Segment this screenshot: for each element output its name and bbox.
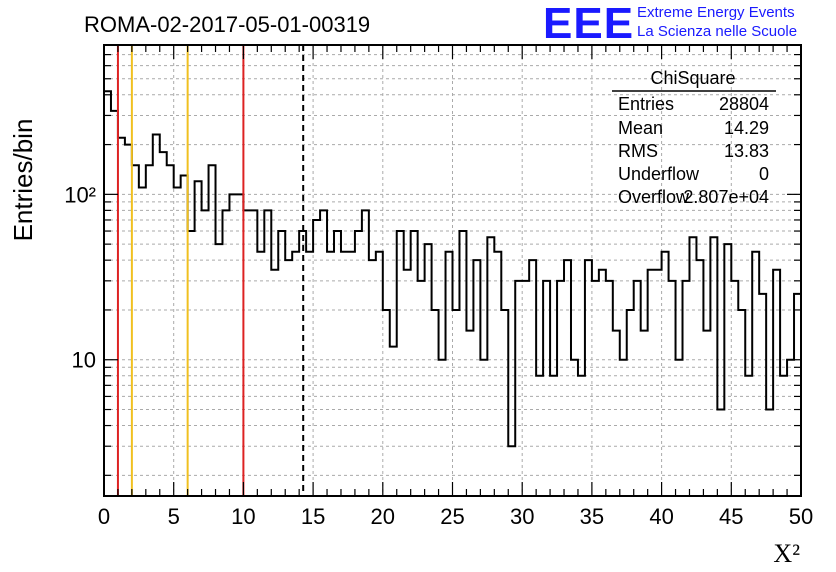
eee-logo: EEE — [543, 0, 635, 48]
y-axis-label: Entries/bin — [8, 119, 38, 242]
stats-overflow-value: 2.807e+04 — [683, 187, 769, 207]
x-tick-label: 40 — [649, 504, 673, 529]
stats-mean-value: 14.29 — [724, 118, 769, 138]
x-tick-label: 50 — [789, 504, 813, 529]
chart-title: ROMA-02-2017-05-01-00319 — [84, 12, 370, 37]
x-axis-label: X² — [773, 539, 800, 568]
y-tick-label: 10² — [64, 182, 96, 207]
stats-rms-label: RMS — [618, 141, 658, 161]
histogram-series — [104, 90, 801, 448]
logo-tagline-1: Extreme Energy Events — [637, 4, 795, 21]
stats-mean-label: Mean — [618, 118, 663, 138]
logo-tagline-2: La Scienza nelle Scuole — [637, 23, 798, 40]
x-tick-label: 5 — [168, 504, 180, 529]
x-tick-label: 35 — [580, 504, 604, 529]
stats-overflow-label: Overflow — [618, 187, 690, 207]
y-tick-label: 10 — [72, 348, 96, 373]
x-tick-label: 20 — [371, 504, 395, 529]
stats-entries-value: 28804 — [719, 94, 769, 114]
stats-rms-value: 13.83 — [724, 141, 769, 161]
stats-title: ChiSquare — [650, 68, 735, 88]
x-tick-label: 10 — [231, 504, 255, 529]
x-tick-label: 15 — [301, 504, 325, 529]
stats-entries-label: Entries — [618, 94, 674, 114]
x-tick-label: 30 — [510, 504, 534, 529]
plot-area: 0 5 10 15 20 25 30 35 40 45 50 10 10² — [64, 44, 813, 529]
x-tick-label: 45 — [719, 504, 743, 529]
stats-underflow-value: 0 — [759, 164, 769, 184]
stats-box: ChiSquare Entries 28804 Mean 14.29 RMS 1… — [612, 68, 776, 207]
x-tick-label: 0 — [98, 504, 110, 529]
x-tick-label: 25 — [440, 504, 464, 529]
stats-underflow-label: Underflow — [618, 164, 700, 184]
